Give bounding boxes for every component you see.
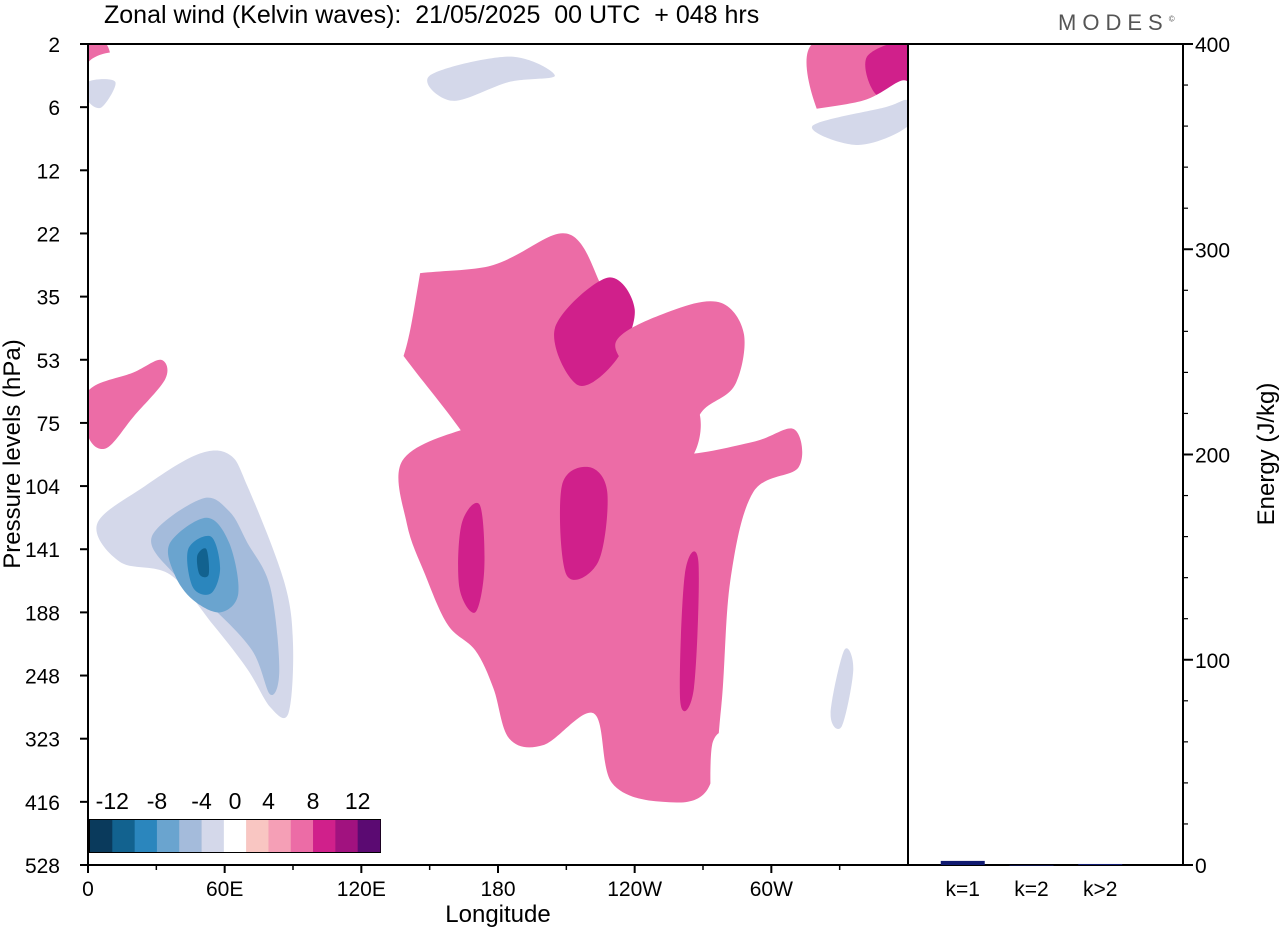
y-tick-label: 323 (25, 729, 60, 752)
contour-easterly-strat-left-core: easterly-strat-left-core (-6 m/s) (88, 79, 116, 109)
energy-y-tick-label: 400 (1195, 34, 1230, 57)
x-axis-label: Longitude (445, 901, 550, 928)
colorbar-swatch-6 (223, 820, 247, 852)
colorbar-swatch-9 (290, 820, 314, 852)
x-tick-label: 0 (82, 878, 94, 901)
energy-y-tick-label: 200 (1195, 445, 1230, 468)
energy-bar-k=2 (1009, 865, 1054, 866)
energy-y-tick-label: 300 (1195, 239, 1230, 262)
colorbar-swatch-8 (268, 820, 292, 852)
heatmap-field: westerly-upper-east (4 m/s)westerly-uppe… (88, 44, 908, 865)
contour-easterly-mid-band: easterly-mid-band (-4 m/s) (312, 218, 414, 335)
x-tick-label: 120W (607, 878, 662, 901)
chart-title: Zonal wind (Kelvin waves): 21/05/2025 00… (104, 1, 760, 29)
y-tick-label: 22 (37, 223, 60, 246)
colorbar-swatch-0 (90, 820, 113, 852)
contour-easterly-core-5: easterly-core-5 (-14 m/s) (196, 548, 210, 578)
energy-bar-k=1 (940, 860, 985, 865)
colorbar-tick-label: -12 (96, 788, 129, 814)
contour-easterly-right-core: easterly-right-core (-6 m/s) (830, 648, 854, 730)
colorbar-tick-label: 4 (262, 788, 275, 814)
x-tick-label: 180 (480, 878, 515, 901)
x-tick-label: 120E (337, 878, 386, 901)
energy-bar-k>2 (1078, 863, 1123, 865)
contour-easterly-strat-right-core: easterly-strat-right-core (-6 m/s) (812, 99, 908, 145)
contour-easterly-slanted-band: easterly-slanted-band (-4 m/s) (244, 181, 430, 474)
energy-frame (907, 43, 1184, 866)
brand-name: MODES (1058, 10, 1169, 35)
contour-easterly-lower-center: easterly-lower-center (-4 m/s) (710, 732, 728, 821)
contour-westerly-upper-tropo-core-c: westerly-upper-tropo-core-c (6 m/s) (679, 551, 699, 712)
colorbar-tick-label: 0 (229, 788, 242, 814)
colorbar-swatch-11 (335, 820, 358, 852)
colorbar-tick-label: 12 (345, 788, 371, 814)
colorbar-swatch-4 (179, 820, 202, 852)
colorbar-swatch-7 (246, 820, 269, 852)
energy-y-tick-label: 0 (1195, 855, 1207, 878)
contour-westerly-upper-tropo-core-b: westerly-upper-tropo-core-b (6 m/s) (559, 466, 608, 580)
y-tick-label: 248 (25, 666, 60, 689)
y-tick-label: 141 (25, 539, 60, 562)
colorbar-tick-label: 8 (307, 788, 320, 814)
y-tick-label: 35 (37, 287, 60, 310)
y-tick-label: 75 (37, 413, 60, 436)
contour-westerly-mid-left: westerly-mid-left (4 m/s) (88, 359, 168, 449)
energy-category-label: k=1 (946, 878, 980, 901)
contour-westerly-upper-tropo: westerly-upper-tropo (4 m/s) (398, 422, 803, 803)
contour-westerly-upper-tropo-core-a: westerly-upper-tropo-core-a (6 m/s) (458, 502, 485, 613)
y-axis-label: Pressure levels (hPa) (0, 339, 26, 568)
y-tick-label: 528 (25, 855, 60, 878)
contour-easterly-strat-top-core: easterly-strat-top-core (-6 m/s) (427, 56, 555, 101)
colorbar-swatch-1 (112, 820, 135, 852)
x-tick-label: 60E (206, 878, 243, 901)
colorbar-tick-label: -8 (147, 788, 167, 814)
colorbar-swatch-3 (156, 820, 180, 852)
x-tick-label: 60W (750, 878, 793, 901)
y-tick-label: 53 (37, 350, 60, 373)
energy-axis-label: Energy (J/kg) (1253, 383, 1280, 526)
y-tick-label: 104 (25, 476, 60, 499)
brand-logo: MODES© (1058, 10, 1175, 36)
colorbar-swatch-12 (357, 820, 381, 852)
colorbar-swatch-2 (134, 820, 158, 852)
energy-y-tick-label: 100 (1195, 650, 1230, 673)
y-tick-label: 12 (37, 160, 60, 183)
energy-category-label: k=2 (1014, 878, 1048, 901)
y-tick-label: 2 (48, 34, 60, 57)
y-tick-label: 188 (25, 602, 60, 625)
energy-category-label: k>2 (1083, 878, 1117, 901)
y-tick-label: 416 (25, 792, 60, 815)
brand-mark: © (1168, 14, 1175, 24)
colorbar-tick-label: -4 (191, 788, 212, 814)
colorbar-swatch-5 (201, 820, 225, 852)
contour-westerly-upper-east-core: westerly-upper-east-core (6 m/s) (554, 277, 635, 386)
colorbar-swatch-10 (313, 820, 336, 852)
y-tick-label: 6 (48, 97, 60, 120)
